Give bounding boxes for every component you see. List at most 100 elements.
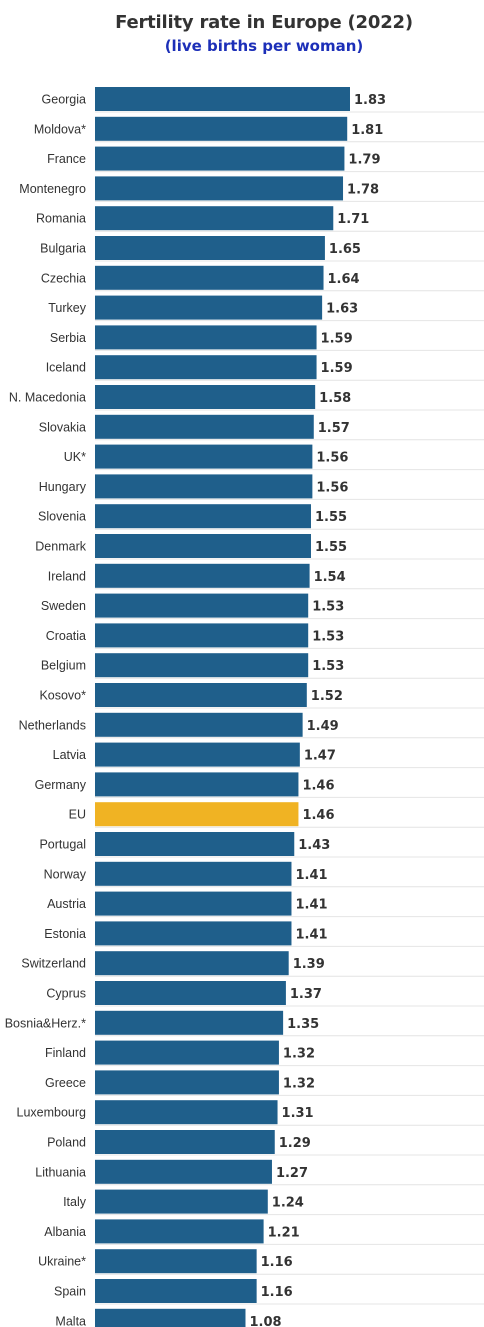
category-label: Netherlands: [19, 718, 86, 732]
bar-netherlands: [95, 712, 303, 737]
bar-portugal: [95, 832, 295, 856]
value-label: 1.58: [319, 391, 351, 406]
bar-slovakia: [95, 414, 314, 439]
bar-italy: [95, 1189, 268, 1214]
value-label: 1.64: [328, 272, 360, 287]
bar-germany: [95, 772, 299, 797]
bar-bosnia-herz: [95, 1010, 284, 1035]
category-label: Cyprus: [46, 987, 86, 1001]
category-label: Ukraine*: [38, 1255, 86, 1269]
category-label: Turkey: [48, 301, 86, 315]
bar-ireland: [95, 563, 310, 588]
category-label: Portugal: [39, 838, 86, 852]
bar-kosovo: [95, 683, 307, 707]
category-label: Luxembourg: [17, 1106, 87, 1120]
value-label: 1.32: [283, 1076, 315, 1091]
value-label: 1.41: [295, 898, 327, 913]
bar-bulgaria: [95, 236, 325, 260]
value-label: 1.16: [261, 1285, 293, 1300]
value-label: 1.08: [249, 1315, 281, 1327]
bar-cyprus: [95, 981, 286, 1005]
value-label: 1.31: [282, 1106, 314, 1121]
value-label: 1.57: [318, 421, 350, 436]
bar-poland: [95, 1130, 275, 1154]
bar-norway: [95, 861, 292, 886]
bar-turkey: [95, 295, 323, 320]
category-label: Ireland: [48, 569, 86, 583]
value-label: 1.35: [287, 1017, 319, 1032]
value-label: 1.53: [312, 659, 344, 674]
category-label: Lithuania: [35, 1165, 86, 1179]
category-label: Slovenia: [38, 510, 86, 524]
value-label: 1.41: [295, 927, 327, 942]
category-label: Finland: [45, 1046, 86, 1060]
bar-denmark: [95, 534, 311, 558]
value-label: 1.37: [290, 987, 322, 1002]
value-label: 1.63: [326, 302, 358, 317]
value-label: 1.81: [351, 123, 383, 138]
value-label: 1.29: [279, 1136, 311, 1151]
value-label: 1.54: [314, 570, 346, 585]
bar-georgia: [95, 87, 350, 111]
bar-finland: [95, 1040, 279, 1065]
bar-n-macedonia: [95, 385, 316, 409]
value-label: 1.32: [283, 1047, 315, 1062]
category-label: Poland: [47, 1136, 86, 1150]
category-label: N. Macedonia: [9, 391, 86, 405]
value-label: 1.21: [268, 1225, 300, 1240]
bar-iceland: [95, 355, 317, 380]
category-label: Iceland: [46, 361, 86, 375]
bar-serbia: [95, 325, 317, 350]
bar-latvia: [95, 742, 300, 767]
category-label: Romania: [36, 212, 86, 226]
category-label: Italy: [63, 1195, 87, 1209]
value-label: 1.56: [316, 451, 348, 466]
value-label: 1.52: [311, 689, 343, 704]
bar-estonia: [95, 921, 292, 946]
bar-switzerland: [95, 951, 289, 976]
bar-czechia: [95, 265, 324, 290]
bar-lithuania: [95, 1159, 272, 1184]
category-label: Norway: [44, 867, 87, 881]
bars: [95, 87, 350, 1327]
category-label: Hungary: [39, 480, 87, 494]
value-label: 1.39: [293, 957, 325, 972]
category-label: Spain: [54, 1285, 86, 1299]
value-label: 1.79: [348, 153, 380, 168]
category-label: Bulgaria: [40, 242, 86, 256]
category-label: Bosnia&Herz.*: [5, 1016, 86, 1030]
bar-luxembourg: [95, 1100, 278, 1125]
value-label: 1.24: [272, 1196, 304, 1211]
value-label: 1.55: [315, 510, 347, 525]
category-label: Belgium: [41, 659, 86, 673]
bar-montenegro: [95, 176, 344, 201]
value-label: 1.47: [304, 749, 336, 764]
value-label: 1.53: [312, 629, 344, 644]
category-label: Georgia: [42, 93, 87, 107]
category-label: Moldova*: [34, 122, 86, 136]
category-labels: Georgia Moldova* France Montenegro Romania Bu…: [5, 93, 87, 1327]
bar-belgium: [95, 653, 309, 678]
value-label: 1.41: [295, 868, 327, 883]
category-label: Montenegro: [19, 182, 86, 196]
category-label: Albania: [44, 1225, 86, 1239]
bar-ukraine: [95, 1249, 257, 1274]
bar-spain: [95, 1279, 257, 1303]
category-label: Estonia: [44, 927, 86, 941]
category-label: Serbia: [50, 331, 86, 345]
value-label: 1.78: [347, 182, 379, 197]
value-label: 1.53: [312, 600, 344, 615]
bar-eu: [95, 802, 299, 827]
value-label: 1.59: [321, 361, 353, 376]
category-label: Kosovo*: [39, 689, 86, 703]
category-label: UK*: [64, 450, 86, 464]
value-label: 1.55: [315, 540, 347, 555]
bar-sweden: [95, 593, 309, 618]
value-label: 1.46: [302, 808, 334, 823]
category-label: Austria: [47, 897, 86, 911]
bar-hungary: [95, 474, 313, 499]
value-label: 1.65: [329, 242, 361, 257]
bar-croatia: [95, 623, 309, 648]
value-label: 1.83: [354, 93, 386, 108]
bar-greece: [95, 1070, 279, 1095]
